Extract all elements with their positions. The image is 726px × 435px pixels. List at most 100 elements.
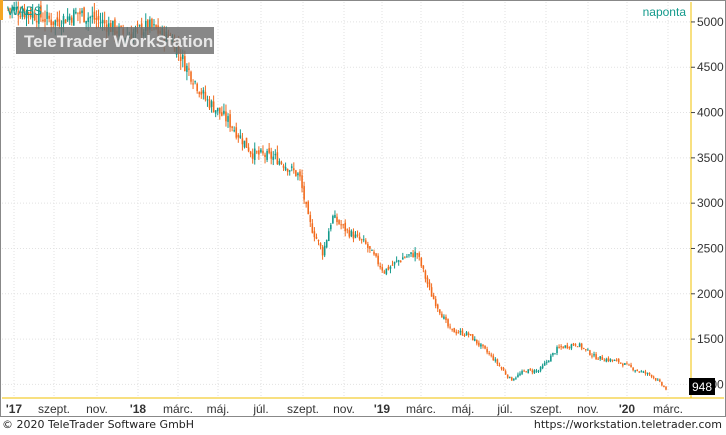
candle-body	[286, 169, 289, 172]
candle-body	[81, 10, 83, 14]
candle-body	[619, 362, 622, 364]
candle-body	[52, 21, 55, 26]
candle-body	[636, 370, 639, 372]
copyright-text: © 2020 TeleTrader Software GmbH	[2, 418, 195, 431]
candle-body	[251, 153, 254, 159]
candle-body	[48, 15, 50, 19]
candle-body	[305, 202, 307, 204]
candle-body	[432, 295, 435, 300]
candle-body	[62, 16, 65, 25]
candle-body	[480, 344, 482, 347]
candle-body	[83, 7, 85, 23]
candle-body	[87, 17, 89, 23]
x-axis-ticks: '17 szept. nov. '18 márc. máj. júl. szept. nov. '…	[6, 402, 683, 416]
y-axis-ticks: 100015002000250030003500400045005000	[691, 15, 724, 391]
candle-body	[179, 56, 182, 61]
x-tick-label: márc.	[406, 402, 436, 416]
candle-body	[190, 71, 192, 82]
candle-body	[471, 334, 474, 341]
candle-body	[221, 112, 223, 116]
candle-body	[628, 364, 630, 366]
candle-body	[231, 126, 233, 128]
candle-body	[517, 374, 519, 378]
candle-body	[541, 365, 544, 369]
candle-body	[262, 150, 264, 154]
x-tick-label: márc.	[653, 402, 683, 416]
candle-body	[387, 266, 390, 270]
candle-body	[430, 287, 433, 297]
candle-body	[393, 261, 396, 265]
candle-body	[463, 334, 466, 336]
candle-body	[198, 92, 201, 94]
candle-body	[344, 222, 347, 232]
candle-body	[558, 346, 560, 348]
candle-body	[235, 127, 238, 138]
candle-body	[25, 11, 28, 19]
candle-body	[327, 231, 330, 242]
candle-body	[566, 345, 569, 348]
candle-body	[426, 277, 429, 284]
candle-body	[599, 356, 601, 359]
candle-body	[564, 345, 567, 348]
candle-body	[397, 260, 400, 262]
y-tick-label: 2000	[697, 287, 724, 301]
x-tick-label: márc.	[163, 402, 193, 416]
candle-body	[644, 371, 647, 374]
website-link[interactable]: https://workstation.teletrader.com	[533, 418, 722, 431]
candle-body	[624, 363, 626, 365]
candle-body	[40, 5, 42, 18]
candle-body	[216, 107, 219, 112]
candle-body	[535, 370, 538, 372]
candle-body	[237, 134, 240, 138]
candle-body	[360, 239, 363, 241]
y-tick-label: 4000	[697, 106, 724, 120]
candle-body	[449, 326, 451, 328]
candle-body	[338, 220, 340, 224]
candle-body	[241, 138, 244, 145]
candle-body	[192, 83, 194, 85]
candle-body	[218, 107, 221, 114]
watermark-text: TeleTrader WorkStation	[24, 32, 213, 51]
candle-body	[362, 239, 365, 241]
watermark-box	[16, 27, 214, 54]
candle-body	[508, 376, 511, 379]
candle-body	[346, 229, 349, 231]
candle-body	[494, 359, 497, 361]
candle-body	[404, 257, 406, 259]
candle-body	[630, 364, 632, 367]
candle-body	[560, 346, 562, 348]
candle-body	[75, 11, 77, 14]
candle-body	[381, 267, 384, 271]
candle-body	[613, 360, 616, 362]
candle-body	[515, 377, 517, 379]
candle-body	[303, 186, 305, 200]
x-tick-label: szept.	[287, 402, 319, 416]
symbol-marker	[0, 0, 3, 20]
candle-body	[253, 148, 256, 160]
candle-body	[459, 331, 462, 333]
candle-body	[445, 316, 447, 321]
candle-body	[500, 367, 503, 369]
candle-body	[93, 11, 96, 20]
candle-body	[439, 309, 441, 314]
candle-body	[46, 11, 48, 19]
candle-body	[654, 378, 657, 381]
candle-body	[473, 338, 476, 341]
candle-body	[467, 333, 470, 335]
candle-body	[97, 15, 100, 20]
candle-body	[663, 385, 665, 387]
candle-body	[149, 19, 151, 30]
candle-body	[31, 11, 34, 18]
candle-body	[278, 160, 281, 165]
candle-body	[593, 354, 595, 356]
x-tick-label: nov.	[86, 402, 108, 416]
candle-body	[451, 328, 453, 330]
candle-body	[585, 349, 587, 351]
x-tick-label: máj.	[452, 402, 475, 416]
candle-body	[153, 24, 155, 26]
candle-body	[274, 153, 277, 156]
candle-body	[457, 332, 460, 334]
candle-body	[202, 90, 205, 94]
candle-body	[54, 20, 57, 26]
